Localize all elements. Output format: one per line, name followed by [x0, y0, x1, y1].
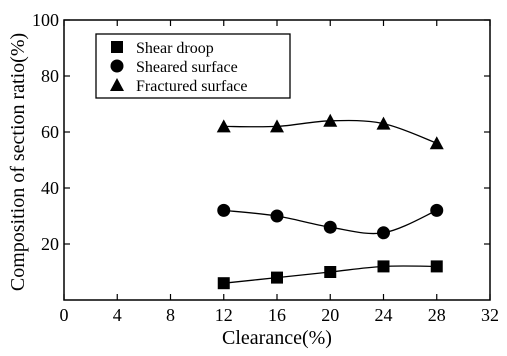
axis-ticks [63, 19, 491, 300]
series-circle [217, 203, 444, 240]
data-point-circle [377, 226, 390, 240]
data-point-triangle [376, 116, 391, 130]
x-tick-label: 32 [481, 305, 499, 325]
x-tick-label: 16 [268, 305, 286, 325]
legend-label: Sheared surface [136, 59, 238, 76]
data-point-circle [270, 209, 284, 223]
x-tick-label: 12 [215, 305, 233, 325]
data-point-triangle [216, 119, 231, 133]
y-tick-label: 60 [41, 122, 59, 142]
data-point-square [377, 260, 390, 273]
series-square [217, 260, 443, 290]
tick-labels: 0 4 8 12 16 20 24 28 32 20 40 60 80 100 [32, 10, 499, 325]
data-point-square [217, 277, 230, 290]
x-tick-label: 24 [375, 305, 393, 325]
data-point-square [271, 271, 283, 284]
y-tick-label: 40 [41, 178, 59, 198]
legend-label: Fractured surface [136, 78, 248, 95]
x-tick-label: 28 [428, 305, 446, 325]
legend-marker-triangle [110, 78, 124, 91]
legend-marker-circle [110, 59, 124, 73]
x-tick-label: 0 [60, 305, 69, 325]
data-point-circle [217, 203, 231, 217]
data-point-triangle [323, 113, 338, 127]
data-point-square [430, 260, 443, 273]
series-triangle [216, 113, 444, 150]
legend: Shear droop Sheared surface Fractured surf… [95, 33, 291, 99]
y-tick-label: 80 [41, 66, 59, 86]
x-tick-label: 8 [166, 305, 175, 325]
legend-box [95, 33, 291, 99]
data-point-triangle [270, 119, 284, 133]
x-axis-title: Clearance(%) [222, 327, 332, 349]
data-point-circle [323, 220, 337, 234]
data-point-square [324, 266, 337, 278]
legend-marker-square [111, 41, 123, 53]
legend-label: Shear droop [136, 40, 214, 57]
x-tick-label: 4 [113, 305, 122, 325]
data-point-circle [430, 203, 444, 217]
data-point-triangle [429, 136, 444, 150]
y-tick-label: 20 [41, 234, 59, 254]
y-tick-label: 100 [32, 10, 59, 30]
series-layer [216, 113, 444, 290]
y-axis-title: Composition of section ratio(%) [7, 33, 29, 291]
x-tick-label: 20 [321, 305, 339, 325]
